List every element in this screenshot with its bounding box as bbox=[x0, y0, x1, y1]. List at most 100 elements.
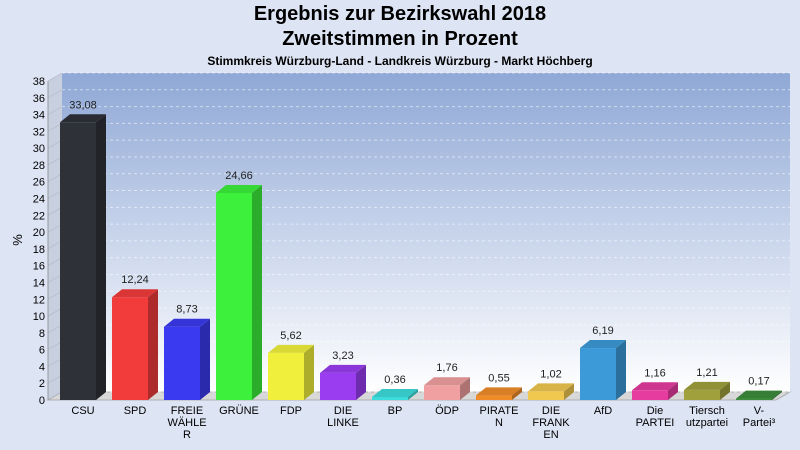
value-label: 0,55 bbox=[488, 372, 509, 384]
bar-front bbox=[320, 372, 356, 400]
bar-side bbox=[304, 344, 314, 400]
category-label: FREIE WÄHLE R bbox=[167, 405, 206, 441]
grid-line-side bbox=[47, 391, 63, 401]
bar bbox=[112, 289, 158, 400]
y-tick-label: 26 bbox=[33, 177, 45, 189]
bar bbox=[164, 318, 210, 400]
bar-front bbox=[112, 297, 148, 400]
grid-line-side bbox=[47, 374, 63, 384]
bars bbox=[60, 114, 782, 400]
grid-line-side bbox=[47, 257, 63, 266]
grid-line-side bbox=[47, 123, 63, 132]
bar-top bbox=[268, 344, 314, 353]
bar-top bbox=[424, 377, 470, 386]
bar bbox=[476, 387, 522, 400]
y-tick-label: 10 bbox=[33, 311, 45, 323]
bar-top bbox=[736, 390, 782, 399]
grid-line-side bbox=[47, 156, 63, 166]
bar bbox=[684, 381, 730, 400]
bar-side bbox=[668, 382, 678, 400]
chart-subtitle-region: Stimmkreis Würzburg-Land - Landkreis Wür… bbox=[207, 54, 593, 68]
bar-top bbox=[528, 383, 574, 392]
category-label: PIRATE N bbox=[480, 405, 519, 429]
grid-line-side bbox=[47, 72, 63, 82]
bar-front bbox=[424, 385, 460, 400]
y-tick-label: 38 bbox=[33, 76, 45, 88]
grid-line-side bbox=[47, 341, 63, 350]
plot-floor bbox=[46, 391, 792, 401]
bar-top bbox=[216, 184, 262, 193]
grid-line-side bbox=[47, 223, 63, 233]
value-label: 1,76 bbox=[436, 362, 457, 374]
bar-front bbox=[580, 348, 616, 400]
category-label: BP bbox=[388, 405, 403, 417]
bar-side bbox=[772, 390, 782, 400]
bar-side bbox=[564, 383, 574, 400]
bar-top bbox=[372, 388, 418, 397]
bar-side bbox=[616, 340, 626, 400]
category-label: FDP bbox=[280, 405, 302, 417]
grid-line-side bbox=[47, 89, 63, 99]
category-label: Tiersch utzpartei bbox=[686, 405, 728, 429]
bar-front bbox=[684, 389, 720, 400]
y-tick-label: 4 bbox=[39, 361, 45, 373]
bar bbox=[580, 340, 626, 400]
grid-line-side bbox=[47, 106, 63, 115]
value-label: 0,17 bbox=[748, 376, 769, 388]
chart-subtitle: Zweitstimmen in Prozent bbox=[282, 28, 518, 50]
bar bbox=[736, 390, 782, 400]
grid-line-side bbox=[47, 173, 63, 182]
y-tick-label: 36 bbox=[33, 93, 45, 105]
y-tick-label: 34 bbox=[33, 110, 45, 122]
y-tick-label: 8 bbox=[39, 328, 45, 340]
chart-title: Ergebnis zur Bezirkswahl 2018 bbox=[253, 3, 547, 25]
value-labels: 33,08 12,24 8,73 24,66 5,62 3,23 0,36 1,76 0,55 1… bbox=[69, 99, 769, 387]
value-label: 24,66 bbox=[225, 170, 253, 182]
value-label: 8,73 bbox=[176, 304, 197, 316]
bar-front bbox=[164, 326, 200, 400]
y-tick-label: 24 bbox=[33, 194, 45, 206]
bar-top bbox=[632, 382, 678, 391]
bar-front bbox=[528, 391, 564, 400]
y-tick-label: 32 bbox=[33, 126, 45, 138]
y-tick-label: 12 bbox=[33, 294, 45, 306]
bar-top bbox=[60, 114, 106, 123]
value-label: 5,62 bbox=[280, 330, 301, 342]
category-label: ÖDP bbox=[435, 405, 459, 417]
grid-line-side bbox=[47, 207, 63, 216]
grid-line-side bbox=[47, 324, 63, 334]
bar bbox=[528, 383, 574, 400]
bar-top bbox=[164, 318, 210, 327]
y-axis-label: % bbox=[10, 234, 25, 246]
bar bbox=[216, 184, 262, 400]
grid-line-side bbox=[47, 190, 63, 199]
value-label: 6,19 bbox=[592, 325, 613, 337]
y-tick-label: 2 bbox=[39, 378, 45, 390]
bar-front bbox=[268, 352, 304, 400]
y-tick-label: 6 bbox=[39, 345, 45, 357]
category-label: SPD bbox=[124, 405, 147, 417]
bar bbox=[268, 344, 314, 400]
bar bbox=[372, 388, 418, 400]
bar-top bbox=[580, 340, 626, 349]
y-tick-label: 30 bbox=[33, 143, 45, 155]
y-tick-label: 18 bbox=[33, 244, 45, 256]
bar-side bbox=[512, 387, 522, 400]
bar-front bbox=[632, 390, 668, 400]
grid-line-side bbox=[47, 240, 63, 250]
category-label: Die PARTEI bbox=[636, 405, 675, 429]
bar-side bbox=[720, 381, 730, 400]
value-label: 1,02 bbox=[540, 368, 561, 380]
category-label: DIE LINKE bbox=[327, 405, 359, 429]
grid-line-side bbox=[47, 291, 63, 300]
value-label: 0,36 bbox=[384, 374, 405, 386]
y-tick-label: 16 bbox=[33, 261, 45, 273]
bar bbox=[632, 382, 678, 400]
value-label: 33,08 bbox=[69, 99, 97, 111]
value-label: 12,24 bbox=[121, 274, 149, 286]
grid-lines bbox=[47, 72, 790, 401]
bar-front bbox=[372, 396, 408, 400]
y-tick-label: 0 bbox=[39, 395, 45, 407]
